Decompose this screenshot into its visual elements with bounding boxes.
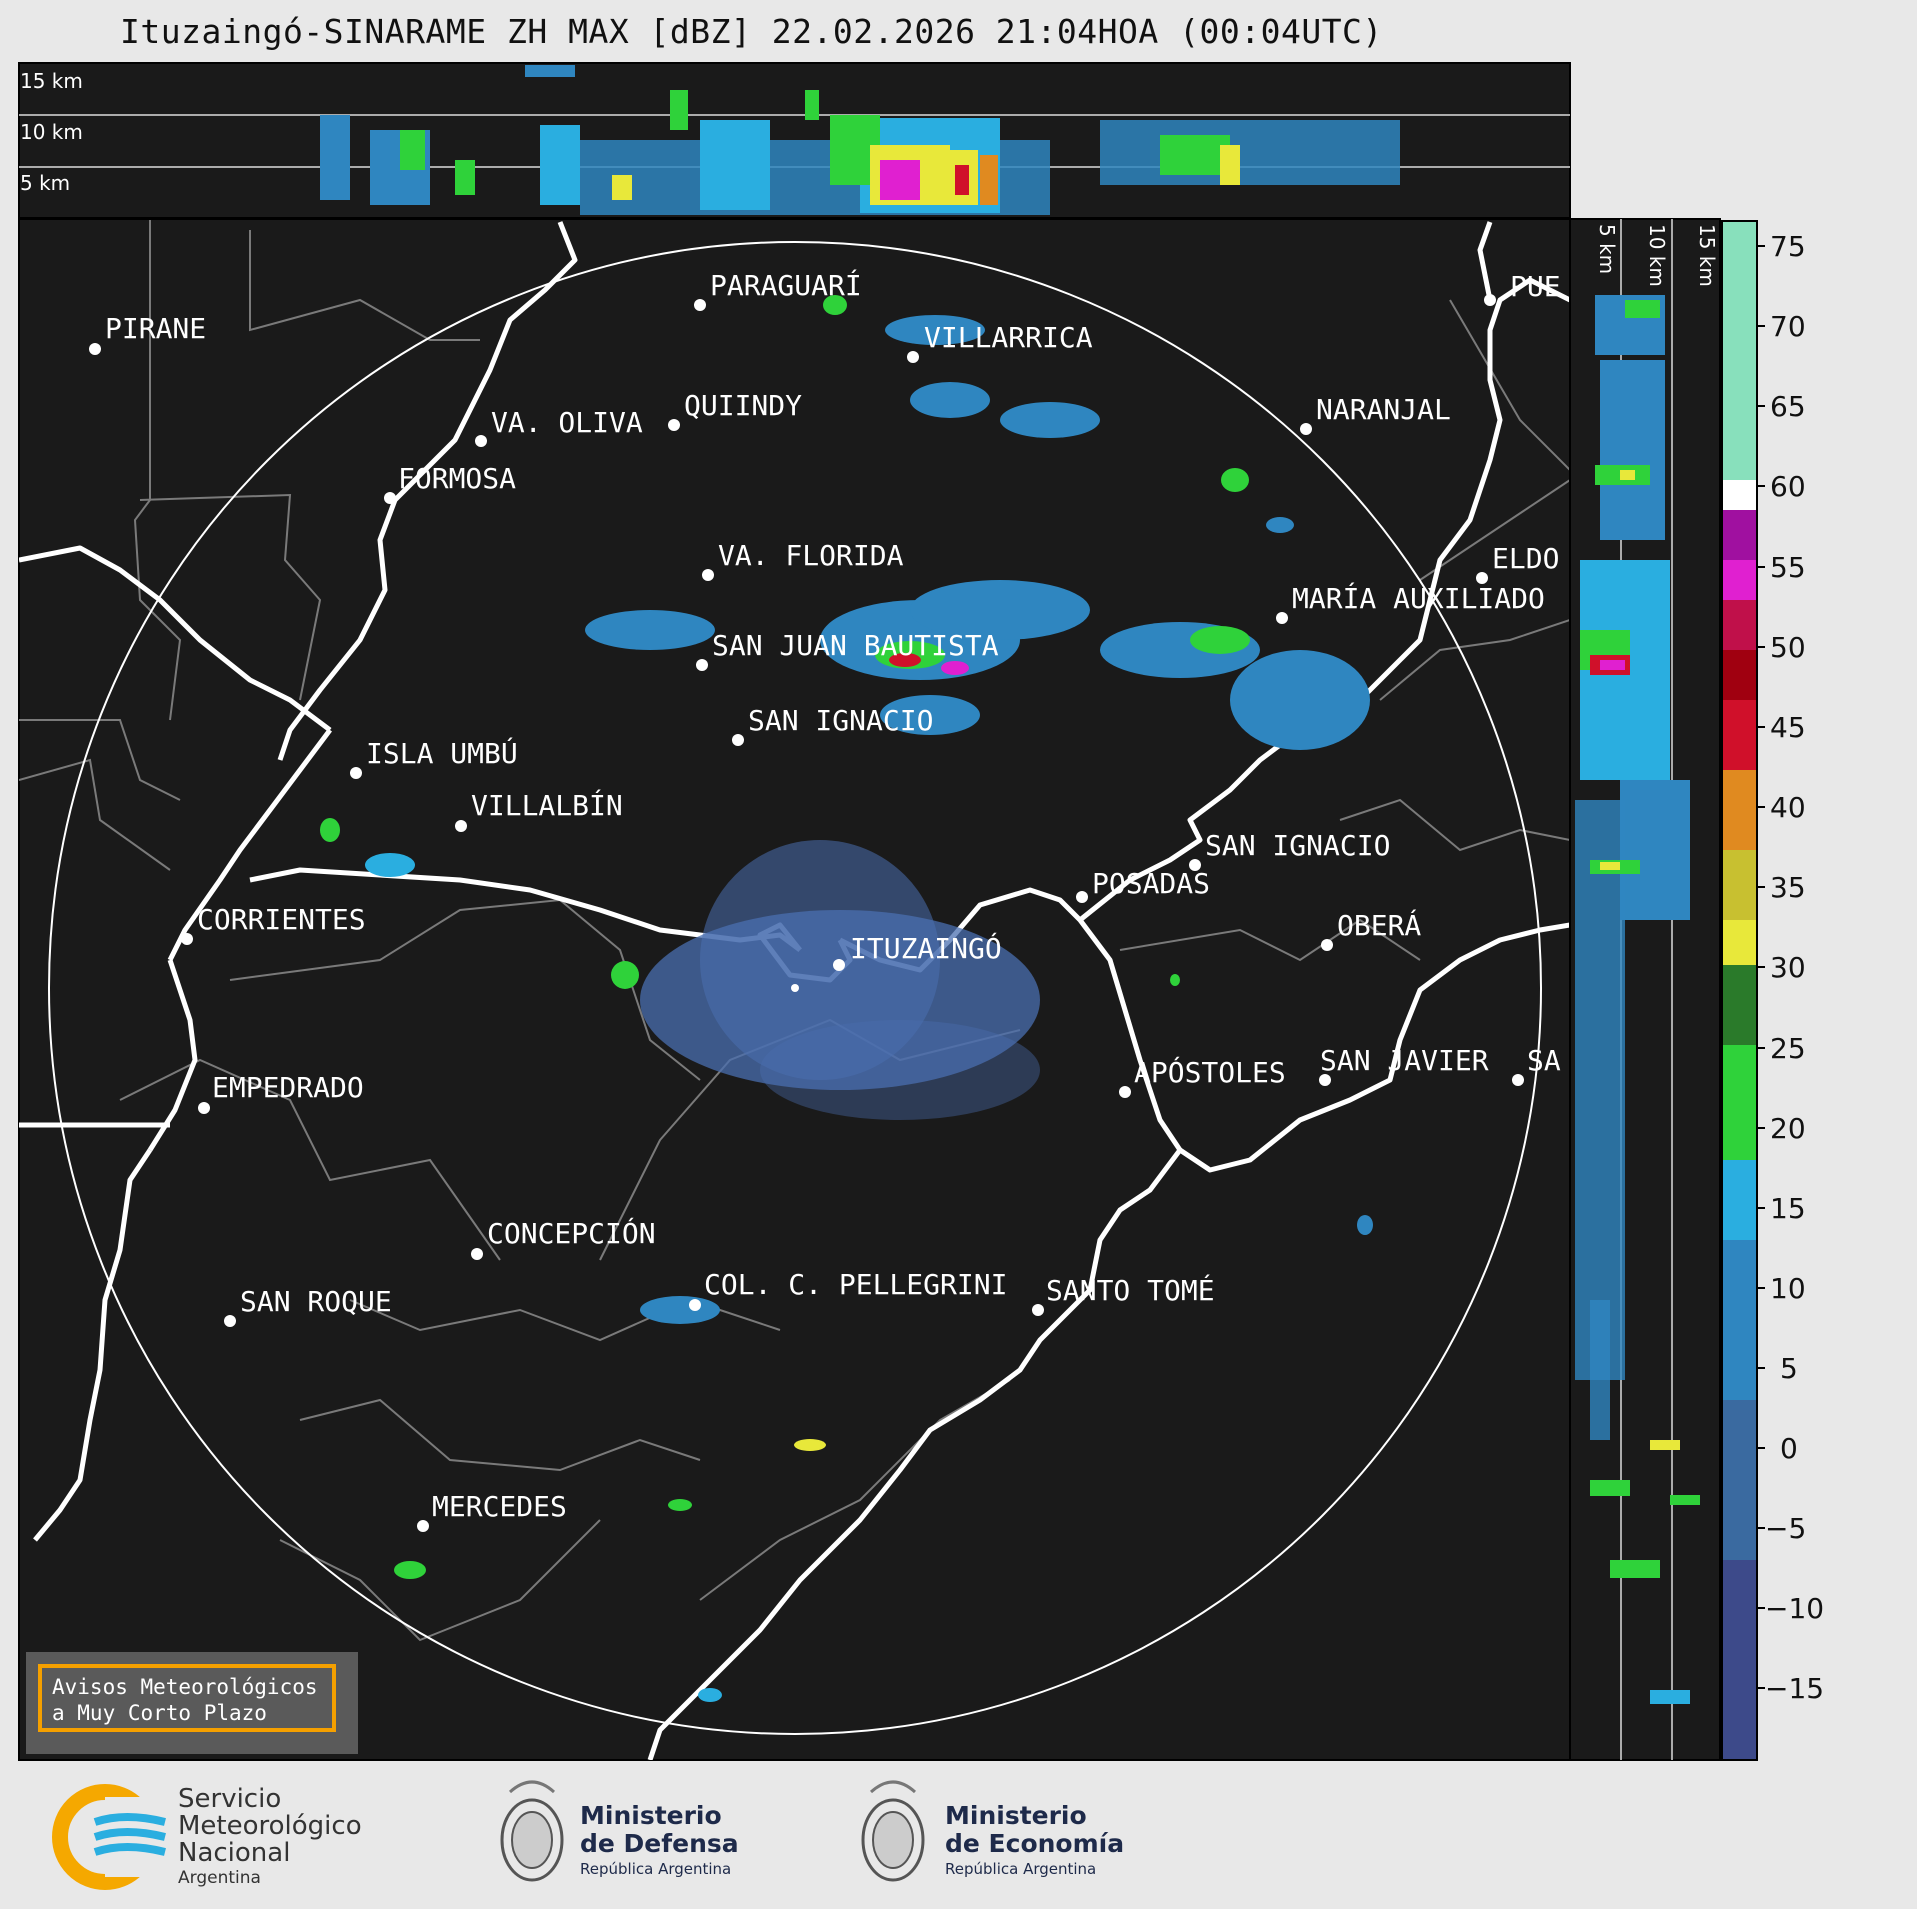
smn-line-2: Meteorológico (178, 1811, 362, 1841)
top-profile-panel: 15 km 10 km 5 km (18, 62, 1571, 219)
ground-clutter (640, 840, 1040, 1120)
economia-logo: Ministerio de Economía República Argenti… (861, 1780, 1124, 1882)
city-label: CORRIENTES (197, 903, 366, 936)
warning-line-2: a Muy Corto Plazo (52, 1701, 267, 1725)
radar-site-marker (791, 984, 799, 992)
city-label: SAN IGNACIO (1205, 829, 1390, 862)
top-height-label-10: 10 km (20, 120, 83, 144)
svg-text:35: 35 (1770, 871, 1806, 904)
admin-boundaries (19, 220, 1570, 1642)
economia-line-2: de Economía (945, 1829, 1124, 1858)
top-height-label-5: 5 km (20, 171, 70, 195)
colorbar-ticks (1757, 245, 1765, 1689)
rivers-borders (19, 221, 1570, 1760)
precipitation-echoes (320, 295, 1373, 1702)
svg-text:70: 70 (1770, 310, 1806, 343)
city-label: PIRANE (105, 312, 206, 345)
city-label: ITUZAINGÓ (850, 931, 1002, 965)
city-label: FORMOSA (398, 462, 516, 495)
svg-text:60: 60 (1770, 470, 1806, 503)
defensa-line-3: República Argentina (580, 1860, 731, 1878)
city-label: ELDO (1492, 542, 1559, 575)
city-label: VILLARRICA (924, 321, 1093, 354)
svg-text:25: 25 (1770, 1032, 1806, 1065)
range-ring (48, 241, 1542, 1735)
logos-bar: Servicio Meteorológico Nacional Argentin… (52, 1780, 1124, 1890)
city-label: EMPEDRADO (212, 1071, 364, 1104)
svg-text:50: 50 (1770, 631, 1806, 664)
city-label: MERCEDES (432, 1490, 567, 1523)
smn-line-3: Nacional (178, 1838, 290, 1868)
city-label: VA. FLORIDA (718, 539, 904, 572)
svg-text:40: 40 (1770, 791, 1806, 824)
city-label: VILLALBÍN (471, 788, 623, 822)
side-height-label-5: 5 km (1595, 224, 1619, 274)
page-title: Ituzaingó-SINARAME ZH MAX [dBZ] 22.02.20… (120, 12, 1383, 51)
side-profile-echoes (1575, 295, 1700, 1704)
svg-text:5: 5 (1780, 1352, 1798, 1385)
top-height-label-15: 15 km (20, 69, 83, 93)
city-label: CONCEPCIÓN (487, 1216, 656, 1250)
city-label: APÓSTOLES (1134, 1055, 1286, 1089)
city-label: SAN ROQUE (240, 1285, 392, 1318)
side-height-label-15: 15 km (1695, 224, 1719, 287)
svg-text:20: 20 (1770, 1112, 1806, 1145)
svg-text:75: 75 (1770, 230, 1806, 263)
city-label: QUIINDY (684, 389, 802, 422)
defensa-line-1: Ministerio (580, 1801, 722, 1830)
colorbar: 75 70 65 60 55 50 45 40 35 30 25 20 15 1… (1721, 220, 1824, 1761)
warning-box-frame[interactable]: Avisos Meteorológicos a Muy Corto Plazo (38, 1664, 336, 1732)
city-label: SA (1527, 1044, 1561, 1077)
side-profile-panel: 5 km 10 km 15 km (1569, 218, 1721, 1761)
svg-text:−5: −5 (1765, 1512, 1806, 1545)
city-label: POSADAS (1092, 867, 1210, 900)
city-label: MARÍA AUXILIADO (1292, 581, 1545, 615)
svg-text:−15: −15 (1765, 1672, 1824, 1705)
smn-logo: Servicio Meteorológico Nacional Argentin… (52, 1784, 362, 1890)
svg-text:55: 55 (1770, 551, 1806, 584)
city-label: VA. OLIVA (491, 406, 643, 439)
city-label: SAN IGNACIO (748, 704, 933, 737)
city-label: SANTO TOMÉ (1046, 1273, 1215, 1307)
svg-text:30: 30 (1770, 951, 1806, 984)
smn-line-4: Argentina (178, 1868, 261, 1888)
svg-text:45: 45 (1770, 711, 1806, 744)
city-label: PUE (1510, 270, 1561, 303)
city-markers (89, 294, 1524, 1532)
city-label: ISLA UMBÚ (366, 736, 518, 770)
economia-line-1: Ministerio (945, 1801, 1087, 1830)
colorbar-tick-labels: 75 70 65 60 55 50 45 40 35 30 25 20 15 1… (1765, 230, 1824, 1705)
city-label: SAN JAVIER (1320, 1044, 1489, 1077)
city-label: PARAGUARÍ (710, 268, 862, 302)
city-label: SAN JUAN BAUTISTA (712, 629, 999, 662)
smn-line-1: Servicio (178, 1784, 281, 1814)
top-profile-echoes (320, 65, 1400, 215)
side-height-label-10: 10 km (1645, 224, 1669, 287)
svg-text:−10: −10 (1765, 1592, 1824, 1625)
city-labels: PIRANE PARAGUARÍ VILLARRICA QUIINDY VA. … (105, 268, 1561, 1523)
warning-line-1: Avisos Meteorológicos (52, 1675, 318, 1699)
svg-text:65: 65 (1770, 390, 1806, 423)
svg-text:0: 0 (1780, 1432, 1798, 1465)
city-label: NARANJAL (1316, 393, 1451, 426)
svg-text:10: 10 (1770, 1272, 1806, 1305)
warning-box[interactable]: Avisos Meteorológicos a Muy Corto Plazo (26, 1652, 358, 1754)
economia-line-3: República Argentina (945, 1860, 1096, 1878)
defensa-logo: Ministerio de Defensa República Argentin… (500, 1780, 739, 1882)
defensa-line-2: de Defensa (580, 1829, 739, 1858)
map-panel: PIRANE PARAGUARÍ VILLARRICA QUIINDY VA. … (18, 218, 1571, 1761)
city-label: COL. C. PELLEGRINI (704, 1268, 1007, 1301)
svg-text:15: 15 (1770, 1192, 1806, 1225)
city-label: OBERÁ (1337, 908, 1421, 942)
